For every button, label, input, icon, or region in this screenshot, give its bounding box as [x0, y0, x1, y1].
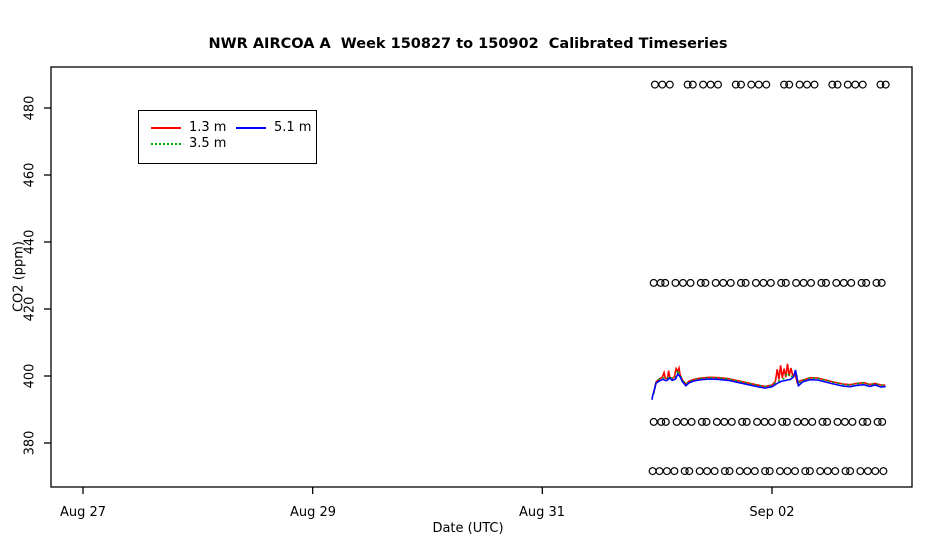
y-tick-420: 420: [22, 296, 38, 322]
calibration-circles: [648, 80, 890, 476]
y-tick-480: 480: [22, 95, 38, 121]
plot-frame: [50, 66, 913, 488]
legend-swatch-3.5m-icon: [151, 143, 181, 145]
x-tick-aug27: Aug 27: [59, 505, 107, 520]
x-tick-aug29: Aug 29: [289, 505, 337, 520]
legend-label-1.3m: 1.3 m: [189, 120, 227, 135]
legend-label-5.1m: 5.1 m: [274, 120, 312, 135]
y-tick-400: 400: [22, 363, 38, 389]
legend: 1.3 m 5.1 m 3.5 m: [138, 110, 317, 164]
chart-title: NWR AIRCOA A Week 150827 to 150902 Calib…: [208, 36, 728, 52]
series-line-3.5m: [652, 367, 886, 395]
legend-swatch-5.1m-icon: [236, 127, 266, 129]
y-tick-460: 460: [22, 162, 38, 188]
legend-swatch-1.3m-icon: [151, 127, 181, 129]
x-tick-aug31: Aug 31: [518, 505, 566, 520]
series-line-5.1m: [651, 369, 886, 400]
legend-label-3.5m: 3.5 m: [189, 136, 227, 151]
x-axis-label: Date (UTC): [432, 521, 504, 536]
x-tick-sep02: Sep 02: [749, 505, 795, 520]
series-line-1.3m: [652, 363, 886, 394]
y-tick-380: 380: [22, 430, 38, 456]
axis-ticks: [44, 107, 773, 494]
y-tick-440: 440: [22, 229, 38, 255]
